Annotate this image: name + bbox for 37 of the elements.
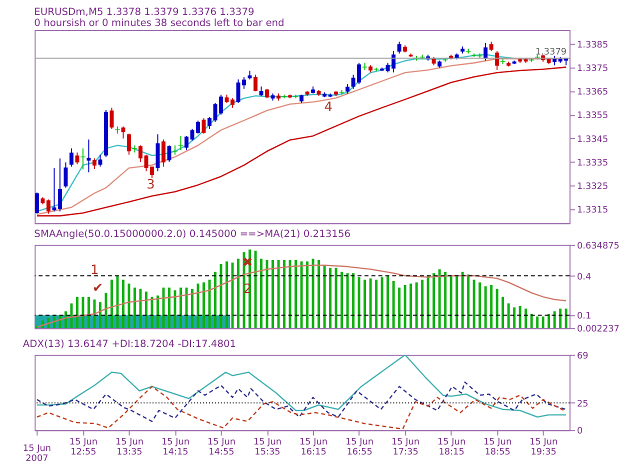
- y-tick-label: 1.3375: [576, 64, 608, 74]
- y-tick-label: 1.3345: [576, 134, 608, 145]
- chart-title: ADX(13) 13.6147 +DI:18.7204 -DI:17.4801: [22, 338, 236, 350]
- y-tick-label: 1.3325: [576, 182, 608, 192]
- x-tick-label: 15 Jun 13:35: [115, 437, 144, 458]
- x-tick-label: 15 Jun 16:15: [299, 437, 328, 458]
- chart-title: SMAAngle(50.0.15000000.2.0) 0.145000 ==>MA(21) 0.213156: [34, 228, 351, 240]
- x-tick-label: 15 Jun 18:15: [438, 437, 466, 458]
- y-tick-label: 1.3355: [576, 111, 608, 122]
- annotation: ✔: [92, 281, 104, 296]
- annotation: 3: [146, 177, 155, 192]
- x-tick-label: 15 Jun 15:35: [253, 437, 282, 458]
- y-tick-label: 1.3315: [576, 205, 608, 216]
- x-tick-label: 15 Jun 17:35: [391, 437, 420, 458]
- y-tick-label: 0.002237: [576, 324, 620, 335]
- x-tick-label: 15 Jun 16:55: [345, 437, 374, 458]
- y-tick-label: 0.1: [576, 312, 592, 322]
- annotation: 2: [243, 282, 252, 297]
- y-tick-label: 1.3335: [576, 158, 608, 168]
- y-tick-label: 25: [576, 399, 588, 410]
- annotation: 4: [324, 100, 332, 116]
- x-tick-label: 15 Jun 12:55: [69, 437, 98, 458]
- chart-subtitle: 0 hoursish or 0 minutes 38 seconds left to bar end: [34, 18, 284, 29]
- y-tick-label: 0.4: [576, 272, 592, 282]
- x-tick-label: 15 Jun 14:55: [207, 437, 236, 458]
- ref-line-label: 1.3379: [535, 47, 567, 58]
- y-tick-label: 1.3365: [576, 88, 608, 98]
- x-tick-label: 15 Jun 14:15: [161, 437, 190, 458]
- chart-title: EURUSDm,M5 1.3378 1.3379 1.3376 1.3379: [34, 7, 254, 18]
- y-tick-label: 69: [576, 351, 589, 362]
- x-tick-label: 15 Jun 19:35: [530, 437, 558, 458]
- annotation: 1: [90, 262, 99, 278]
- text: 15 Jun 2007: [22, 444, 52, 464]
- y-tick-label: 0.634875: [576, 241, 620, 252]
- y-tick-label: 0: [576, 426, 583, 437]
- x-tick-label: 15 Jun 18:55: [484, 437, 512, 458]
- y-tick-label: 1.3385: [576, 40, 608, 51]
